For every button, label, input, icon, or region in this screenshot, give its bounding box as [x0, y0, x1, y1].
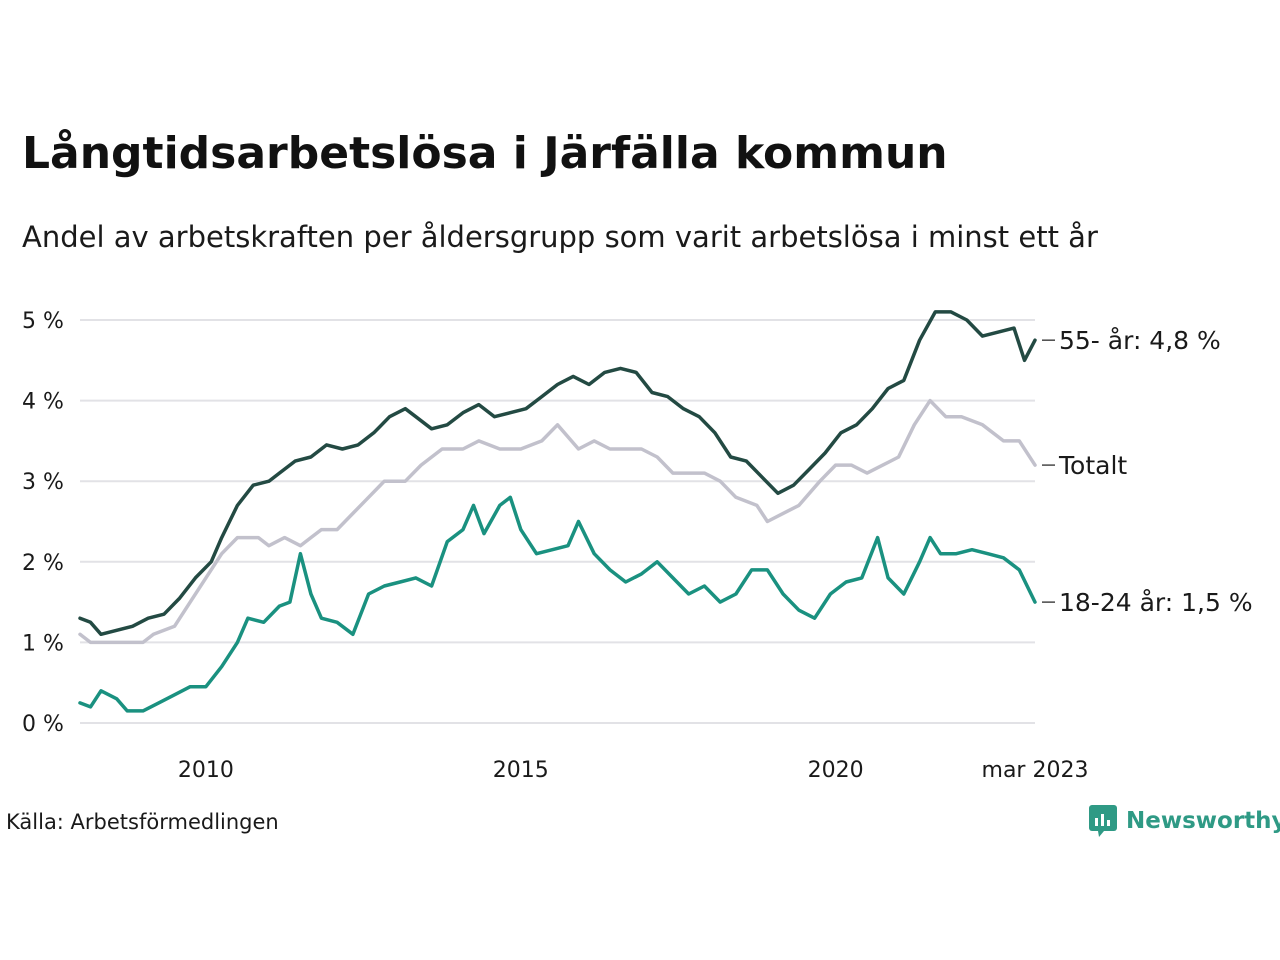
series-label-young: 18-24 år: 1,5 %	[1059, 588, 1253, 617]
x-tick-label: mar 2023	[982, 758, 1089, 783]
chart-title: Långtidsarbetslösa i Järfälla kommun	[22, 128, 948, 179]
brand-name: Newsworthy	[1126, 808, 1280, 834]
y-tick-label: 3 %	[22, 470, 64, 495]
series-line-old	[78, 310, 1037, 637]
y-tick-label: 5 %	[22, 309, 64, 334]
source-note: Källa: Arbetsförmedlingen	[6, 810, 279, 834]
y-tick-label: 4 %	[22, 390, 64, 415]
series-label-old: 55- år: 4,8 %	[1059, 326, 1221, 355]
series-line-young	[78, 495, 1037, 713]
chart-subtitle: Andel av arbetskraften per åldersgrupp s…	[22, 220, 1098, 254]
x-tick-label: 2010	[178, 758, 234, 783]
y-tick-label: 2 %	[22, 551, 64, 576]
y-tick-label: 0 %	[22, 712, 64, 737]
brand-logo: Newsworthy	[1088, 804, 1280, 838]
y-tick-label: 1 %	[22, 631, 64, 656]
x-tick-label: 2020	[808, 758, 864, 783]
series-line-total	[78, 398, 1037, 645]
series-label-total: Totalt	[1058, 451, 1127, 480]
x-tick-label: 2015	[493, 758, 549, 783]
newsworthy-logo-icon	[1089, 805, 1117, 837]
